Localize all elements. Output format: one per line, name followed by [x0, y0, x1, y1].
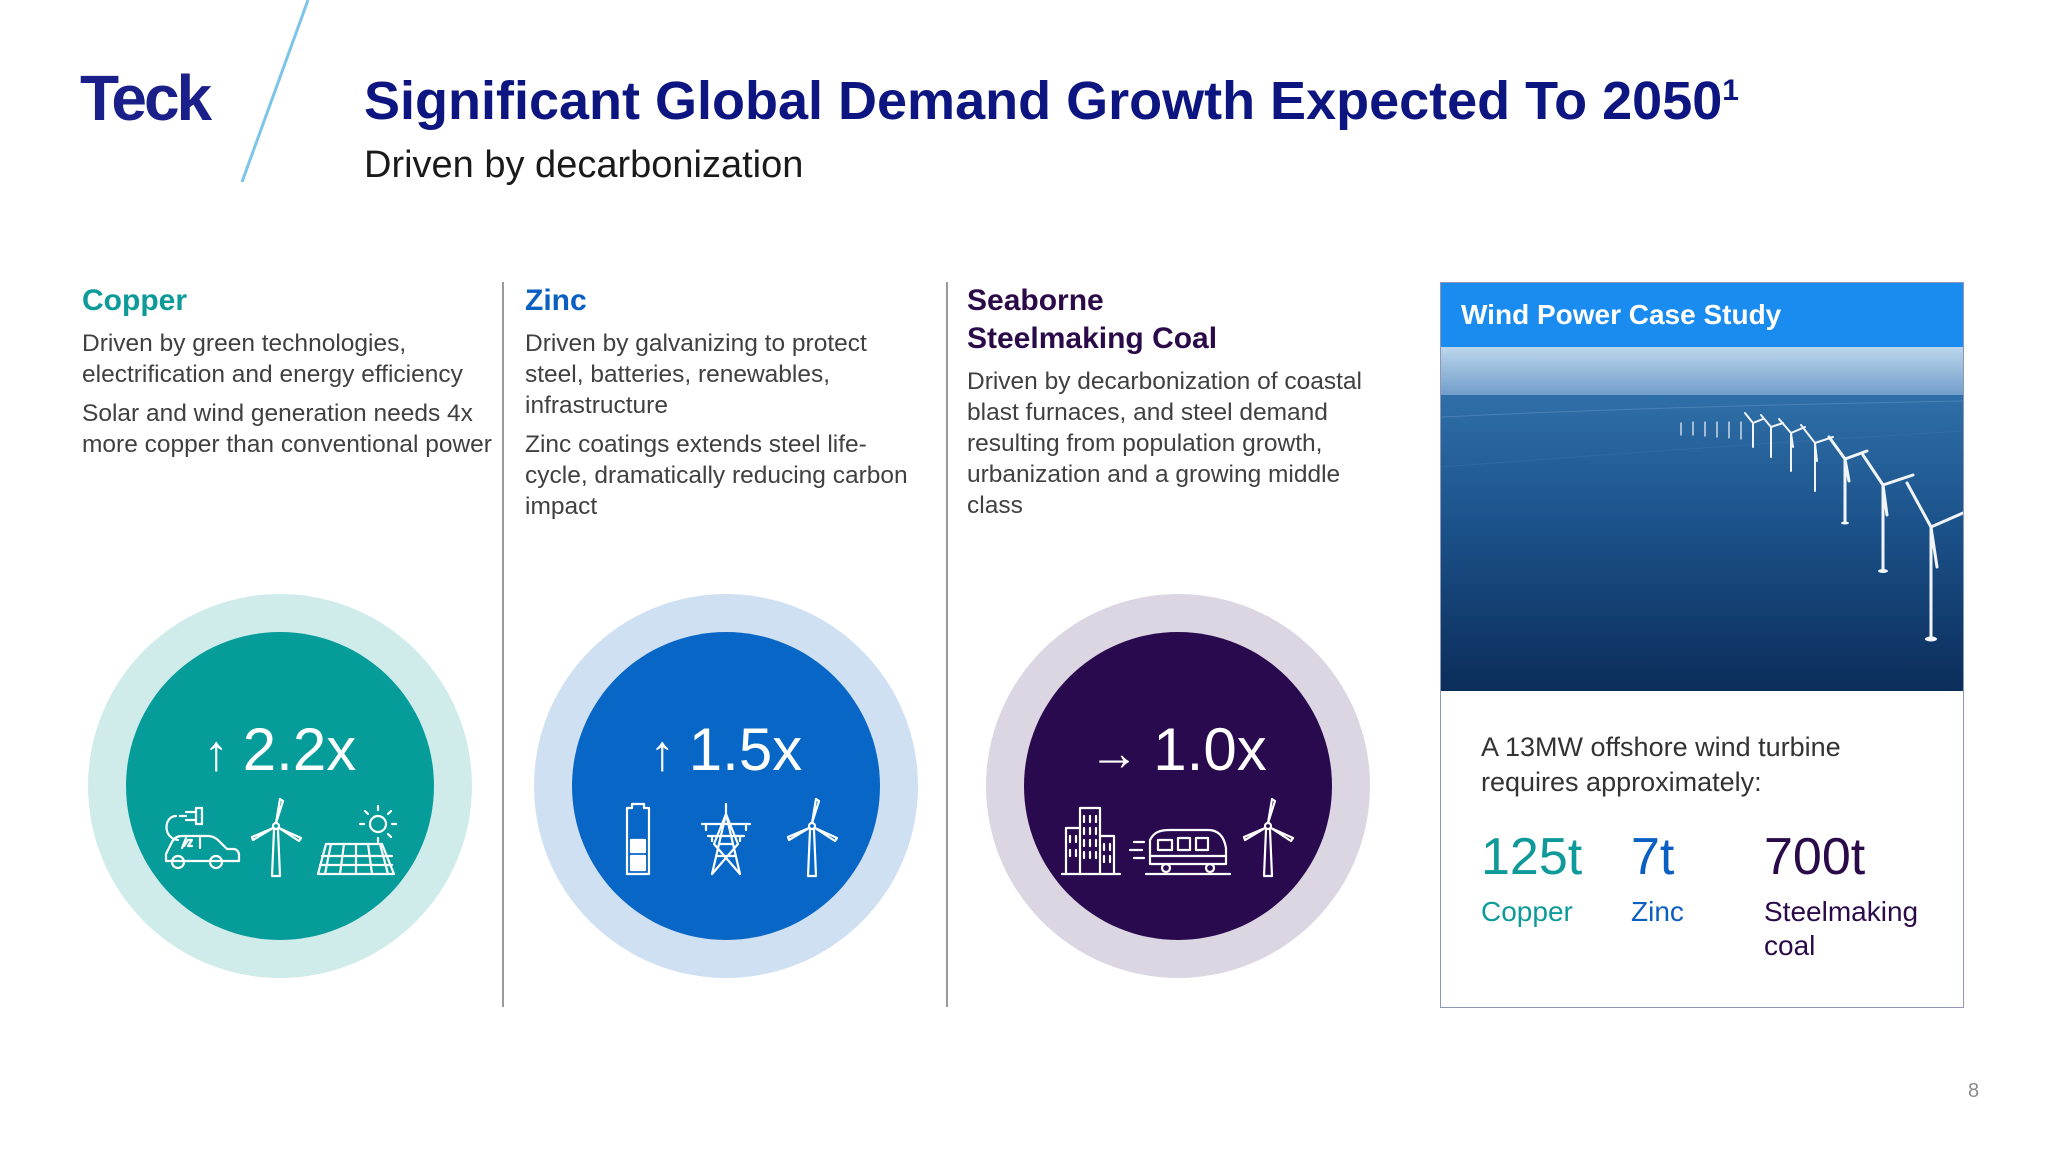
city-buildings-icon [1060, 806, 1122, 876]
copper-multiplier: ↑ 2.2x [126, 720, 434, 783]
copper-circle: ↑ 2.2x [126, 632, 434, 940]
copper-heading-line: Copper [82, 284, 187, 317]
wind-turbine-icon [1242, 797, 1295, 878]
stat-value: 7t [1631, 828, 1675, 886]
coal-icons [1060, 797, 1295, 878]
zinc-multiplier: ↑ 1.5x [572, 720, 880, 783]
decorative-slash [240, 0, 310, 183]
zinc-heading-line: Zinc [525, 284, 587, 317]
stat-label: Zinc [1631, 896, 1684, 927]
offshore-wind-farm-illustration [1441, 347, 1963, 691]
up-arrow-icon: ↑ [203, 725, 229, 781]
up-arrow-icon: ↑ [649, 725, 675, 781]
stat-label: Steelmaking [1764, 896, 1919, 927]
coal-circle: → 1.0x [1024, 632, 1332, 940]
stat-label: Copper [1481, 896, 1573, 927]
copper-paragraph: Driven by green technologies, electrific… [82, 330, 463, 388]
copper-paragraph: Solar and wind generation needs 4x more … [82, 400, 492, 458]
title-footnote: 1 [1722, 74, 1739, 107]
wind-turbine-icon [250, 797, 303, 878]
coal-paragraph: Driven by decarbonization of coastal bla… [967, 368, 1362, 519]
coal-heading-line: Seaborne [967, 284, 1104, 317]
page-title-text: Significant Global Demand Growth Expecte… [364, 71, 1723, 131]
battery-icon [625, 802, 651, 876]
stat-label: coal [1764, 930, 1816, 961]
zinc-paragraph: Driven by galvanizing to protect steel, … [525, 330, 867, 419]
column-divider [502, 282, 504, 1007]
case-study-header: Wind Power Case Study [1441, 283, 1963, 347]
copper-description: Driven by green technologies, electrific… [82, 328, 492, 460]
zinc-icons [625, 797, 839, 878]
zinc-ring: ↑ 1.5x [534, 594, 918, 978]
zinc-heading: Zinc [525, 282, 925, 320]
case-study-description: A 13MW offshore wind turbine requires ap… [1481, 732, 1841, 797]
stat-copper: 125t Copper [1481, 829, 1582, 929]
page-subtitle: Driven by decarbonization [364, 144, 804, 186]
right-arrow-icon: → [1089, 725, 1140, 781]
copper-icons [164, 797, 398, 878]
stat-steelmaking-coal: 700t Steelmaking coal [1764, 829, 1918, 963]
coal-multiplier: → 1.0x [1024, 720, 1332, 783]
zinc-column: Zinc Driven by galvanizing to protect st… [525, 282, 925, 530]
page-number: 8 [1968, 1080, 1980, 1102]
coal-description: Driven by decarbonization of coastal bla… [967, 366, 1387, 521]
copper-column: Copper Driven by green technologies, ele… [82, 282, 492, 468]
zinc-description: Driven by galvanizing to protect steel, … [525, 328, 925, 522]
zinc-circle: ↑ 1.5x [572, 632, 880, 940]
train-icon [1128, 828, 1232, 876]
power-pylon-icon [700, 802, 752, 876]
offshore-wind-farm-photo [1441, 347, 1963, 691]
coal-heading: Seaborne Steelmaking Coal [967, 282, 1387, 358]
stat-zinc: 7t Zinc [1631, 829, 1684, 929]
zinc-multiplier-value: 1.5x [688, 716, 803, 783]
wind-power-case-study: Wind Power Case Study [1440, 282, 1964, 1008]
zinc-paragraph: Zinc coatings extends steel life-cycle, … [525, 431, 908, 520]
coal-heading-line: Steelmaking Coal [967, 322, 1218, 355]
column-divider [946, 282, 948, 1007]
coal-column: Seaborne Steelmaking Coal Driven by deca… [967, 282, 1387, 529]
coal-multiplier-value: 1.0x [1153, 716, 1267, 783]
ev-charging-car-icon [164, 806, 241, 870]
teck-logo: Teck [80, 62, 212, 134]
page-title: Significant Global Demand Growth Expecte… [364, 71, 1739, 131]
solar-panel-icon [316, 804, 398, 876]
copper-heading: Copper [82, 282, 492, 320]
copper-ring: ↑ 2.2x [88, 594, 472, 978]
wind-turbine-icon [786, 797, 839, 878]
stat-value: 125t [1481, 828, 1583, 886]
case-study-title: Wind Power Case Study [1461, 299, 1782, 330]
coal-ring: → 1.0x [986, 594, 1370, 978]
stat-value: 700t [1764, 828, 1866, 886]
copper-multiplier-value: 2.2x [242, 716, 357, 783]
